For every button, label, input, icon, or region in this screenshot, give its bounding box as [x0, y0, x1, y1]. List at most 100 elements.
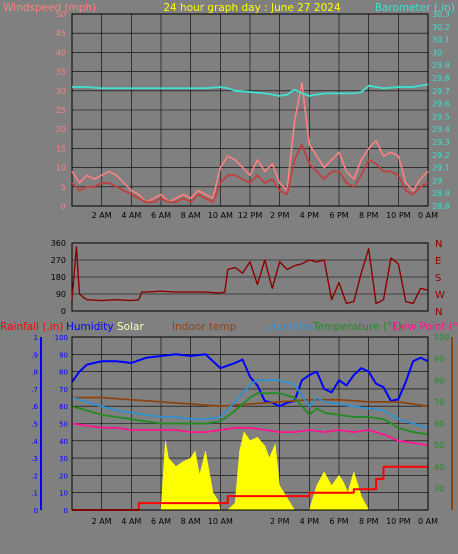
- wind-speed-line: [71, 143, 429, 204]
- wind-x-tick-label: 8 PM: [359, 211, 378, 220]
- wind-x-tick-label: 12 PM: [238, 211, 263, 220]
- climate-x-tick-label: 10 AM: [208, 517, 233, 526]
- wind-x-tick-label: 8 AM: [181, 211, 201, 220]
- rain-y-tick-label: .4: [31, 438, 38, 446]
- humidity-y-tick-label: 100: [55, 334, 68, 342]
- wind-y-tick-label: 25: [56, 106, 66, 115]
- legend-humidex: Humidex: [268, 321, 315, 333]
- humidity-y-tick-label: 60: [59, 403, 68, 411]
- wind-axis-label: Windspeed (mph): [3, 2, 96, 14]
- baro-y-tick-label: 29.5: [432, 112, 450, 121]
- legend-indoor-temp: Indoor temp: [172, 321, 237, 333]
- climate-x-tick-label: 6 PM: [329, 517, 348, 526]
- rain-y-tick-label: .3: [31, 455, 38, 463]
- temperature-y-tick-label: 60: [434, 420, 444, 429]
- wind-direction-line: [71, 246, 429, 305]
- temperature-y-tick-label: 30: [434, 484, 444, 493]
- wind-y-tick-label: 40: [56, 48, 66, 57]
- baro-y-tick-label: 29.4: [432, 125, 450, 134]
- climate-x-tick-label: 0 AM: [418, 517, 438, 526]
- baro-y-tick-label: 29.7: [432, 87, 450, 96]
- rain-y-tick-label: .6: [31, 403, 38, 411]
- climate-x-tick-label: 2 AM: [92, 517, 112, 526]
- baro-y-tick-label: 29: [432, 176, 442, 185]
- direction-compass-label: S: [435, 273, 441, 284]
- wind-x-tick-label: 2 AM: [92, 211, 112, 220]
- barometer-line: [72, 83, 429, 97]
- rain-y-tick-label: 0: [34, 507, 38, 515]
- wind-x-tick-label: 4 AM: [121, 211, 141, 220]
- temperature-y-tick-label: 100: [434, 333, 449, 342]
- humidity-y-tick-label: 30: [59, 455, 68, 463]
- rain-y-tick-label: .8: [31, 369, 38, 377]
- temperature-f-line: [71, 392, 429, 436]
- direction-y-tick-label: 90: [56, 290, 66, 299]
- direction-y-tick-label: 180: [51, 273, 66, 282]
- climate-panel-frame: [71, 336, 429, 511]
- baro-y-tick-label: 30.3: [432, 10, 450, 19]
- wind-y-tick-label: 45: [56, 29, 66, 38]
- humidity-y-tick-label: 40: [59, 438, 68, 446]
- climate-x-tick-label: 6 AM: [151, 517, 171, 526]
- rain-y-tick-label: .1: [31, 490, 38, 498]
- wind-y-tick-label: 15: [56, 144, 66, 153]
- baro-y-tick-label: 29.3: [432, 138, 450, 147]
- baro-y-tick-label: 30: [432, 48, 442, 57]
- wind-y-tick-label: 10: [56, 164, 66, 173]
- humidex-line: [71, 379, 429, 429]
- wind-y-tick-label: 50: [56, 10, 66, 19]
- baro-y-tick-label: 29.6: [432, 100, 450, 109]
- climate-x-tick-label: 10 PM: [386, 517, 411, 526]
- rain-y-tick-label: .5: [31, 421, 38, 429]
- rain-y-tick-label: .7: [31, 386, 38, 394]
- climate-x-tick-label: 8 AM: [181, 517, 201, 526]
- rain-y-tick-label: .2: [31, 472, 38, 480]
- direction-compass-label: N: [435, 307, 442, 318]
- humidity-y-tick-label: 50: [59, 421, 68, 429]
- baro-y-tick-label: 30.1: [432, 36, 450, 45]
- climate-x-tick-label: 4 PM: [300, 517, 319, 526]
- baro-y-tick-label: 29.1: [432, 164, 450, 173]
- direction-y-tick-label: 270: [51, 256, 66, 265]
- baro-y-tick-label: 29.8: [432, 74, 450, 83]
- humidity-line: [71, 353, 429, 408]
- temperature-y-tick-label: 70: [434, 398, 444, 407]
- wind-y-tick-label: 5: [61, 183, 66, 192]
- rain-y-tick-label: 1: [34, 334, 38, 342]
- direction-compass-label: E: [435, 256, 441, 267]
- indoor-temp-line: [72, 396, 429, 408]
- direction-y-tick-label: 360: [51, 239, 66, 248]
- wind-x-tick-label: 2 PM: [270, 211, 289, 220]
- wind-x-tick-label: 6 PM: [329, 211, 348, 220]
- direction-panel-frame: [71, 242, 429, 312]
- wind-x-tick-label: 10 PM: [386, 211, 411, 220]
- barometer-axis-label: Barometer (.in): [375, 2, 455, 14]
- direction-compass-label: W: [435, 290, 445, 301]
- humidity-y-tick-label: 70: [59, 386, 68, 394]
- wind-x-tick-label: 0 AM: [418, 211, 438, 220]
- temperature-y-tick-label: 90: [434, 355, 444, 364]
- climate-x-tick-label: 8 PM: [359, 517, 378, 526]
- climate-x-tick-label: 2 PM: [270, 517, 289, 526]
- page-title: 24 hour graph day : June 27 2024: [163, 2, 341, 14]
- legend-temperature: Temperature (°F): [312, 321, 402, 333]
- humidity-y-tick-label: 80: [59, 369, 68, 377]
- wind-y-tick-label: 30: [56, 87, 66, 96]
- wind-y-tick-label: 0: [61, 202, 66, 211]
- legend-rainfall: Rainfall (.in): [0, 321, 63, 333]
- wind-x-tick-label: 6 AM: [151, 211, 171, 220]
- temperature-y-tick-label: 50: [434, 441, 444, 450]
- direction-y-tick-label: 0: [61, 307, 66, 316]
- temperature-y-tick-label: 80: [434, 376, 444, 385]
- baro-y-tick-label: 29.9: [432, 61, 450, 70]
- climate-x-tick-label: 4 AM: [121, 517, 141, 526]
- direction-compass-label: N: [435, 239, 442, 250]
- wind-panel-frame: [71, 13, 429, 207]
- rain-y-tick-label: .9: [31, 351, 38, 359]
- wind-y-tick-label: 35: [56, 68, 66, 77]
- dew-point-f-line: [71, 422, 429, 447]
- legend-dewpoint: Dew Point (°F): [393, 321, 458, 333]
- temperature-y-tick-label: 40: [434, 463, 444, 472]
- legend-humidity: Humidity: [66, 321, 114, 333]
